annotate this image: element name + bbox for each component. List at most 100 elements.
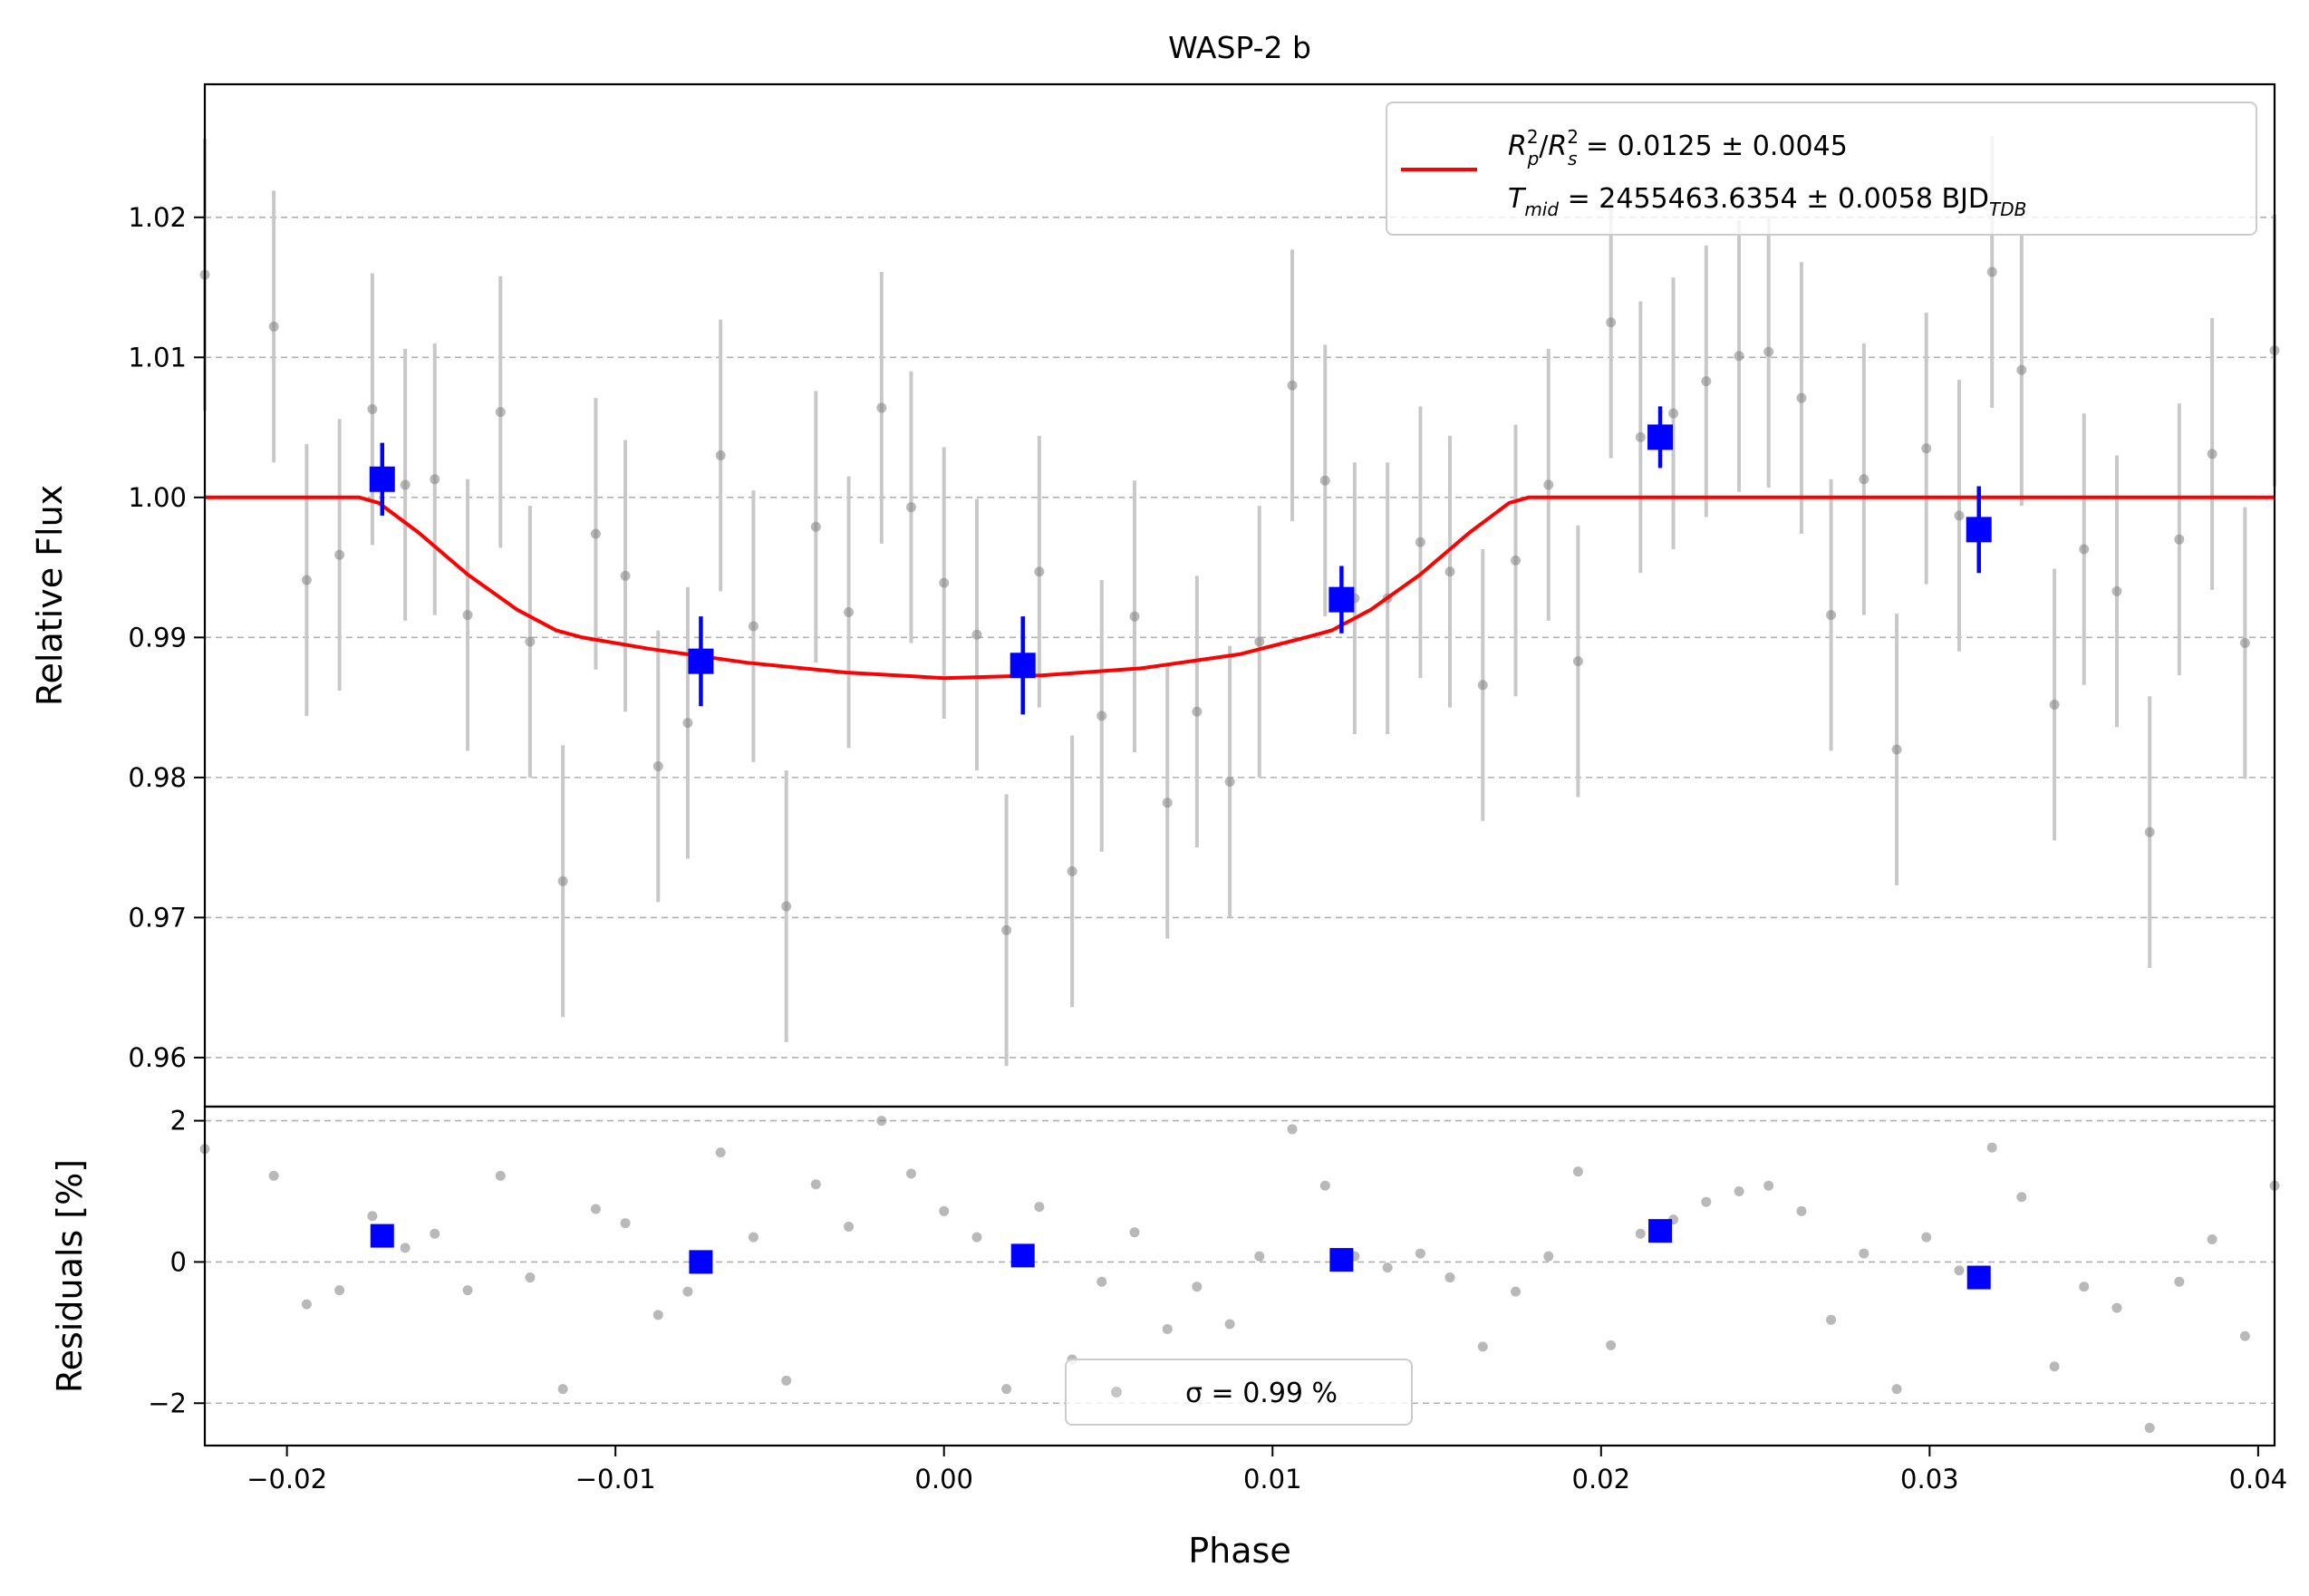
residual-point [876, 1116, 887, 1127]
data-point [1859, 474, 1869, 485]
data-point [1921, 443, 1932, 454]
data-point [1796, 392, 1807, 403]
data-point [334, 549, 345, 560]
residual-point [1543, 1251, 1554, 1262]
x-axis-label: Phase [1188, 1531, 1290, 1571]
legend-frame [1065, 1359, 1413, 1426]
data-point [748, 621, 758, 632]
data-point [1254, 636, 1265, 647]
residual-point [682, 1286, 693, 1297]
top-panel-grid [205, 216, 2275, 1059]
residual-point [1921, 1232, 1932, 1243]
residual-point [2207, 1233, 2217, 1244]
data-point [620, 570, 631, 581]
legend-residual-marker [1111, 1387, 1122, 1398]
residual-point [1129, 1227, 1140, 1238]
top-y-axis-label: Relative Flux [30, 485, 70, 706]
data-point [1954, 510, 1965, 521]
data-point [2079, 544, 2090, 555]
data-point [652, 761, 663, 772]
residual-point [844, 1221, 855, 1232]
legend-sigma-text: σ = 0.99 % [1185, 1378, 1338, 1409]
binned-residual-point [1010, 1243, 1035, 1268]
binned-point [1647, 424, 1674, 450]
residual-point [715, 1147, 726, 1158]
residual-point [1701, 1196, 1712, 1207]
data-point [557, 875, 568, 886]
data-point [1635, 431, 1646, 442]
data-point [1287, 380, 1298, 391]
residual-point [1287, 1124, 1298, 1135]
data-point [1415, 537, 1425, 547]
data-point [1444, 566, 1455, 577]
residual-point [1319, 1180, 1330, 1191]
data-point [2016, 364, 2027, 375]
residual-point [1097, 1276, 1107, 1287]
data-point [1224, 777, 1235, 788]
transit-model-line [205, 495, 2275, 681]
data-point [2049, 700, 2060, 711]
data-point [810, 521, 821, 532]
bottom-panel-points [199, 1116, 2280, 1434]
residual-point [557, 1384, 568, 1395]
residual-point [1415, 1248, 1425, 1259]
residual-point [905, 1168, 916, 1179]
data-point [268, 321, 279, 332]
binned-point [369, 466, 395, 492]
data-point [1826, 610, 1837, 621]
chart-title: WASP-2 b [1168, 30, 1311, 65]
x-tick-label: 0.00 [914, 1464, 973, 1494]
data-point [2174, 534, 2185, 545]
data-point [1606, 317, 1617, 328]
residual-point [652, 1310, 663, 1320]
binned-residual-point [689, 1250, 713, 1274]
data-point [2239, 638, 2250, 649]
residual-point [1001, 1384, 1012, 1395]
binned-residual-point [1648, 1219, 1673, 1243]
residual-point [462, 1285, 473, 1296]
residual-point [1477, 1341, 1488, 1352]
data-point [590, 528, 601, 539]
residual-point [2174, 1276, 2185, 1287]
y-tick-label: 0.96 [128, 1042, 187, 1073]
data-point [2144, 827, 2155, 837]
residual-point [268, 1170, 279, 1181]
top-panel-y-ticks: 0.96 0.97 0.98 0.99 1.00 1.01 1.02 [128, 202, 205, 1073]
data-point [525, 636, 536, 647]
data-point [971, 629, 982, 640]
residual-point [939, 1205, 950, 1216]
residual-point [1192, 1282, 1203, 1292]
data-point [1511, 555, 1522, 566]
bottom-legend: σ = 0.99 % [1065, 1359, 1413, 1426]
y-tick-label: 1.02 [128, 202, 187, 233]
residual-point [1734, 1186, 1744, 1196]
binned-point [1966, 517, 1992, 543]
data-point [781, 901, 792, 912]
residual-point [1606, 1340, 1617, 1350]
data-point [1034, 566, 1045, 577]
data-point [2207, 449, 2217, 459]
data-point [682, 718, 693, 729]
data-point [905, 502, 916, 513]
data-point [1891, 744, 1902, 755]
bottom-panel-binned-points [370, 1219, 1991, 1290]
data-point [1001, 924, 1012, 935]
data-point [1192, 706, 1203, 717]
data-point [1763, 346, 1774, 357]
residual-point [301, 1299, 312, 1310]
top-legend: R2 p/R2 s = 0.0125 ± 0.0045 Tmid = 2455463… [1386, 102, 2257, 236]
residual-point [1224, 1319, 1235, 1330]
data-point [430, 474, 440, 485]
residual-point [1162, 1323, 1173, 1334]
residual-point [2016, 1192, 2027, 1203]
residual-point [1826, 1314, 1837, 1325]
residual-point [781, 1375, 792, 1386]
data-point [1668, 408, 1679, 419]
data-point [844, 607, 855, 618]
residual-point [590, 1204, 601, 1214]
bottom-panel-frame [203, 1105, 2276, 1447]
x-tick-label: 0.04 [2229, 1464, 2288, 1494]
residual-point [971, 1232, 982, 1243]
bottom-panel-y-ticks: −2 0 2 [148, 1106, 205, 1418]
